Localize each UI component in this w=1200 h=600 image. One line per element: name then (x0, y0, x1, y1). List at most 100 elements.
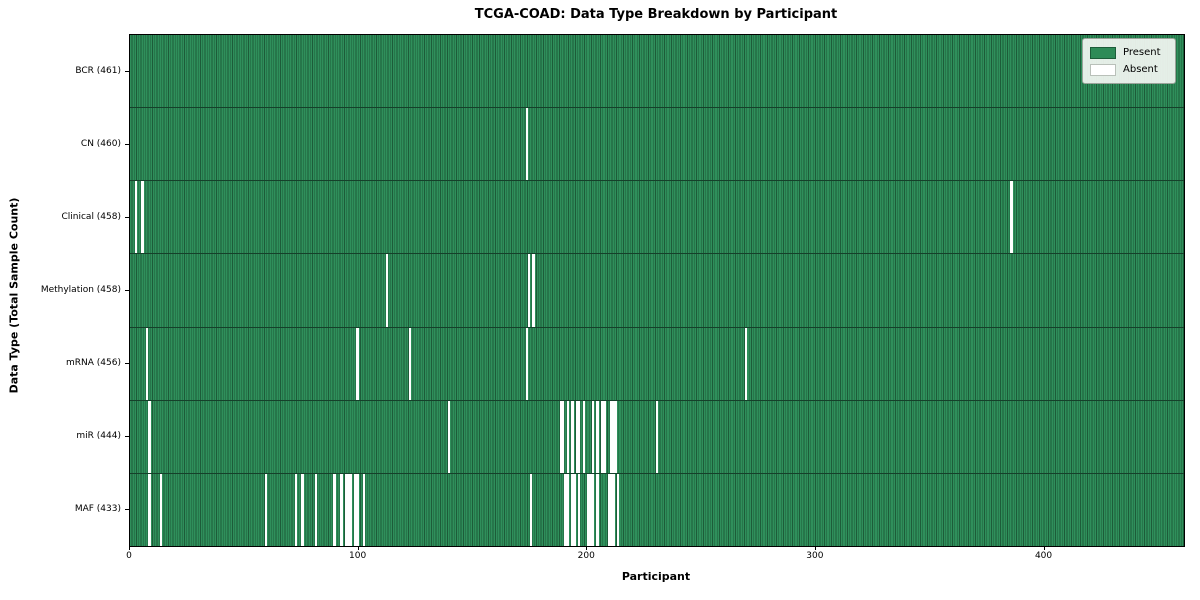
absent-stripe (347, 473, 350, 546)
absent-stripe (559, 400, 563, 473)
absent-stripe (532, 254, 535, 327)
absent-stripe (354, 473, 357, 546)
y-tick-label-bcr: BCR (461) (75, 65, 121, 76)
absent-stripe (264, 473, 268, 546)
y-tick-mark (125, 362, 129, 364)
heatmap-row-maf (130, 472, 1184, 546)
absent-stripe (587, 473, 590, 546)
absent-stripe (148, 473, 151, 546)
x-tick-mark (357, 546, 359, 550)
absent-stripe (578, 400, 581, 473)
absent-stripe (301, 473, 304, 546)
legend-label-present: Present (1123, 47, 1161, 58)
absent-stripe (596, 473, 599, 546)
x-tick-mark (586, 546, 588, 550)
absent-stripe (530, 473, 533, 546)
absent-stripe (356, 327, 359, 400)
absent-stripe (1010, 181, 1013, 254)
x-tick-mark (129, 546, 130, 550)
absent-stripe (582, 400, 585, 473)
absent-swatch-icon (1090, 63, 1116, 76)
heatmap-row-cn (130, 107, 1184, 181)
absent-stripe (134, 181, 137, 254)
x-tick-label-100: 100 (349, 551, 367, 561)
absent-stripe (591, 400, 595, 473)
x-tick-label-200: 200 (577, 551, 595, 561)
absent-stripe (573, 473, 576, 546)
absent-stripe (349, 473, 352, 546)
absent-stripe (655, 400, 659, 473)
y-tick-label-mrna: mRNA (456) (66, 357, 121, 368)
chart-title: TCGA-COAD: Data Type Breakdown by Partic… (474, 7, 838, 22)
y-axis-label-text: Data Type (Total Sample Count) (7, 197, 21, 394)
y-tick-label-methylation: Methylation (458) (40, 284, 121, 295)
absent-stripe (603, 400, 606, 473)
legend-label-absent: Absent (1123, 64, 1158, 75)
y-axis-label: Data Type (Total Sample Count) (8, 100, 21, 394)
heatmap-plot-area (129, 34, 1185, 547)
absent-stripe (146, 327, 149, 400)
absent-stripe (589, 473, 592, 546)
absent-stripe (344, 473, 348, 546)
absent-stripe (294, 473, 297, 546)
legend-item-present: Present (1090, 44, 1167, 61)
y-tick-mark (125, 216, 129, 218)
legend: Present Absent (1082, 38, 1176, 84)
absent-stripe (591, 473, 595, 546)
absent-stripe (315, 473, 318, 546)
y-tick-mark (125, 143, 129, 145)
absent-stripe (600, 400, 604, 473)
y-tick-mark (125, 70, 129, 72)
absent-stripe (578, 473, 581, 546)
absent-stripe (408, 327, 412, 400)
absent-stripe (596, 400, 599, 473)
absent-stripe (527, 254, 531, 327)
absent-stripe (525, 108, 528, 181)
absent-stripe (571, 400, 574, 473)
y-tick-label-maf: MAF (433) (74, 503, 121, 514)
x-axis-label: Participant (621, 570, 691, 583)
absent-stripe (566, 400, 569, 473)
y-tick-mark (125, 289, 129, 291)
present-swatch-icon (1090, 46, 1116, 59)
absent-stripe (612, 400, 615, 473)
absent-stripe (363, 473, 366, 546)
absent-stripe (616, 473, 620, 546)
absent-stripe (610, 400, 613, 473)
heatmap-row-mrna (130, 326, 1184, 400)
absent-stripe (340, 473, 343, 546)
absent-stripe (562, 400, 565, 473)
y-tick-mark (125, 435, 129, 437)
absent-stripe (333, 473, 336, 546)
y-tick-mark (125, 508, 129, 510)
absent-stripe (141, 181, 144, 254)
x-tick-label-300: 300 (806, 551, 824, 561)
absent-stripe (525, 327, 528, 400)
y-tick-label-mir: miR (444) (76, 430, 121, 441)
absent-stripe (148, 400, 151, 473)
absent-stripe (386, 254, 389, 327)
absent-stripe (356, 473, 359, 546)
legend-item-absent: Absent (1090, 61, 1167, 78)
heatmap-row-bcr (130, 35, 1184, 108)
absent-stripe (571, 473, 574, 546)
absent-stripe (564, 473, 567, 546)
x-tick-label-400: 400 (1034, 551, 1053, 561)
absent-stripe (614, 400, 617, 473)
heatmap-row-mir (130, 399, 1184, 473)
heatmap-row-methylation (130, 253, 1184, 327)
absent-stripe (159, 473, 162, 546)
y-tick-label-clinical: Clinical (458) (61, 211, 121, 222)
absent-stripe (745, 327, 748, 400)
absent-stripe (447, 400, 451, 473)
x-tick-label-0: 0 (126, 551, 132, 561)
absent-stripe (607, 473, 611, 546)
x-tick-mark (1043, 546, 1045, 550)
absent-stripe (612, 473, 615, 546)
heatmap-row-clinical (130, 180, 1184, 254)
absent-stripe (566, 473, 569, 546)
x-tick-mark (814, 546, 816, 550)
y-tick-label-cn: CN (460) (80, 138, 121, 149)
absent-stripe (575, 400, 579, 473)
